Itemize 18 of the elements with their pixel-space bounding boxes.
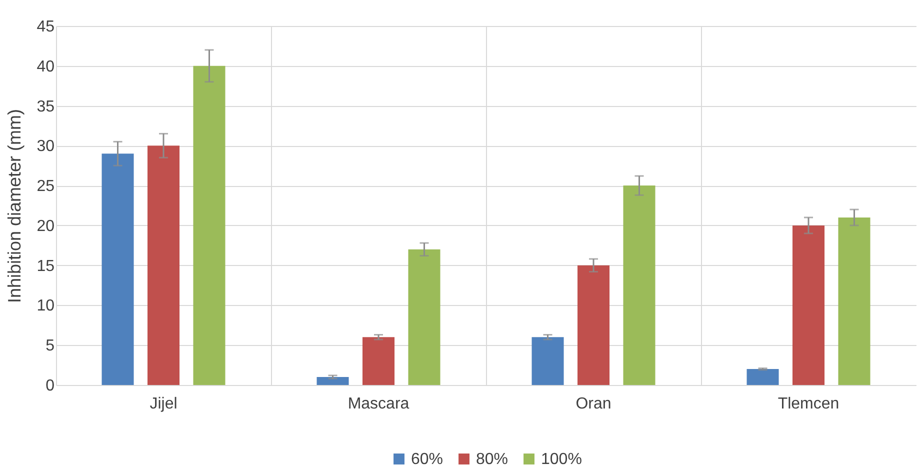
- legend-label: 80%: [476, 451, 508, 468]
- x-tick-label: Jijel: [150, 396, 178, 412]
- y-tick-label: 45: [36, 18, 55, 36]
- x-tick-label: Mascara: [348, 396, 410, 412]
- legend-label: 100%: [541, 451, 582, 468]
- legend-label: 60%: [411, 451, 444, 468]
- y-axis-title: Inhibition diameter (mm): [4, 108, 25, 304]
- y-tick-label: 30: [36, 138, 55, 156]
- y-tick-label: 35: [36, 98, 55, 116]
- x-tick-label: Tlemcen: [778, 396, 840, 412]
- x-tick-label: Oran: [576, 396, 612, 412]
- y-tick-label: 25: [36, 178, 55, 196]
- y-tick-label: 0: [46, 378, 55, 394]
- y-tick-label: 15: [36, 258, 55, 275]
- y-tick-label: 40: [36, 58, 55, 76]
- y-tick-label: 20: [36, 218, 55, 235]
- y-tick-label: 10: [36, 298, 55, 315]
- y-tick-label: 5: [46, 338, 55, 355]
